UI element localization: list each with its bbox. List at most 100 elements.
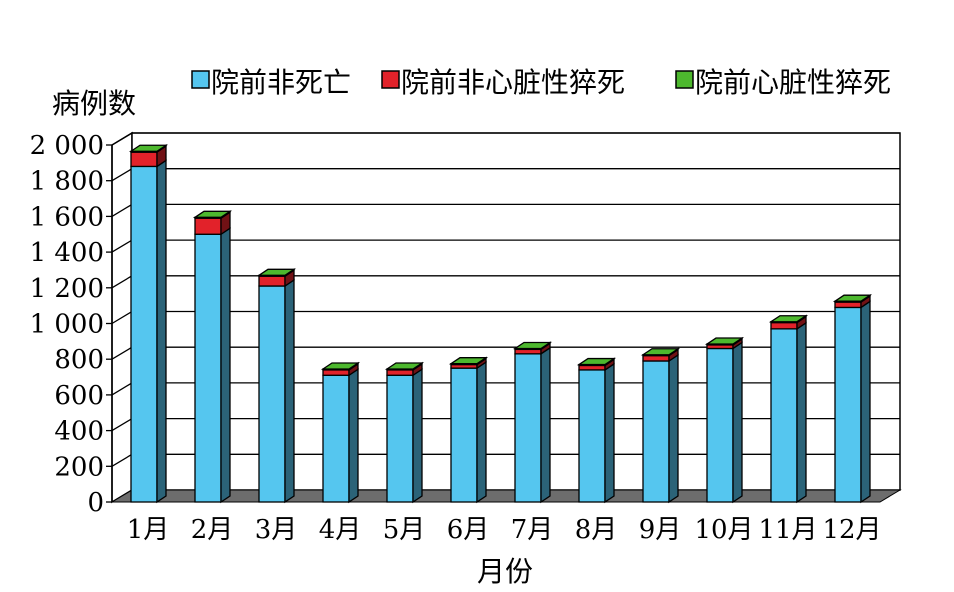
bar-front [386, 374, 414, 503]
y-tick-label: 1 000 [30, 310, 104, 340]
bar-1-12 [834, 300, 871, 504]
x-tick-label: 1月 [127, 515, 170, 545]
bar-front [258, 275, 286, 287]
y-tick-label: 400 [54, 417, 104, 447]
bars [128, 144, 873, 504]
bar-1-2 [194, 227, 231, 504]
legend-label-series-3: 院前心脏性猝死 [695, 66, 891, 99]
y-tick-label: 200 [54, 452, 104, 482]
bar-3-7 [512, 341, 553, 351]
bar-3-3 [256, 268, 297, 278]
y-tick-label: 1 600 [30, 202, 104, 232]
bar-1-11 [770, 321, 807, 504]
legend-swatch-series-2 [381, 70, 400, 89]
bar-front [706, 347, 734, 503]
legend-swatch-series-1 [191, 70, 210, 89]
y-tick-label: 0 [87, 488, 104, 518]
bar-3-2 [192, 210, 233, 220]
gridline [111, 132, 900, 146]
bar-front [642, 354, 670, 362]
y-tick-label: 1 800 [30, 167, 104, 197]
bar-front [130, 151, 158, 168]
floor [110, 489, 902, 503]
bar-3-1 [128, 144, 169, 154]
bar-front [514, 353, 542, 503]
bar-3-10 [704, 336, 745, 347]
y-tick-label: 600 [54, 381, 104, 411]
bar-1-3 [258, 278, 295, 504]
bar-2-2 [194, 210, 231, 236]
bar-side [412, 368, 423, 504]
bar-side [604, 362, 615, 504]
bar-top [384, 362, 425, 370]
bar-top [704, 337, 745, 345]
y-tick-label: 2 000 [30, 131, 104, 161]
y-tick-label: 1 200 [30, 274, 104, 304]
bar-top [320, 362, 361, 370]
x-tick-label: 9月 [639, 515, 682, 545]
bar-3-9 [640, 347, 681, 357]
x-tick-label: 11月 [758, 515, 817, 545]
bar-front [834, 306, 862, 503]
bar-1-8 [578, 362, 615, 504]
bar-front [130, 165, 158, 503]
x-tick-label: 2月 [191, 515, 234, 545]
bar-1-6 [450, 360, 487, 504]
bar-1-4 [322, 368, 359, 504]
bar-front [578, 369, 606, 503]
bar-3-11 [768, 314, 809, 324]
x-tick-label: 5月 [383, 515, 426, 545]
bar-side [284, 278, 295, 504]
x-tick-labels: 1月 2月 3月 4月 5月 6月 7月 8月 9月 10月 11月 12月 [127, 515, 882, 545]
bar-1-10 [706, 341, 743, 504]
bar-front [642, 360, 670, 503]
bar-front [194, 217, 222, 235]
bar-side [348, 368, 359, 504]
bar-top [768, 315, 809, 323]
bar-side [668, 353, 679, 504]
x-axis-title: 月份 [477, 555, 533, 588]
bar-1-9 [642, 353, 679, 504]
bar-side [796, 321, 807, 504]
bar-front [194, 233, 222, 503]
x-tick-label: 6月 [447, 515, 490, 545]
bar-front [578, 364, 606, 371]
bar-1-5 [386, 368, 423, 504]
bar-side [540, 346, 551, 504]
bar-front [514, 348, 542, 355]
legend: 院前非死亡 院前非心脏性猝死 院前心脏性猝死 [191, 66, 891, 99]
bar-3-8 [576, 357, 617, 367]
bar-side [476, 360, 487, 504]
y-tick-label: 800 [54, 345, 104, 375]
bar-top [448, 357, 489, 365]
bar-front [258, 285, 286, 503]
legend-swatch-series-3 [675, 70, 694, 89]
bar-front [770, 321, 798, 330]
x-tick-label: 8月 [575, 515, 618, 545]
bar-top [640, 348, 681, 356]
bar-2-5 [386, 362, 423, 377]
bar-3-5 [384, 361, 425, 372]
x-tick-label: 3月 [255, 515, 298, 545]
bar-front [770, 328, 798, 503]
legend-label-series-2: 院前非心脏性猝死 [401, 66, 625, 99]
x-tick-label: 4月 [319, 515, 362, 545]
bar-top [576, 357, 617, 366]
bar-3-12 [832, 293, 873, 304]
bar-front [834, 301, 862, 309]
bar-side [156, 159, 167, 504]
bar-front [322, 374, 350, 503]
bar-side [732, 341, 743, 504]
bar-1-1 [130, 159, 167, 504]
bar-top [832, 294, 873, 302]
x-tick-label: 10月 [694, 515, 753, 545]
y-tick-label: 1 400 [30, 238, 104, 268]
x-tick-label: 12月 [822, 515, 881, 545]
bar-1-7 [514, 346, 551, 504]
bar-top [256, 268, 297, 276]
y-tick-labels: 0 200 400 600 800 1 000 1 200 1 400 1 600 1 800 2 … [30, 131, 113, 518]
bar-side [860, 300, 871, 504]
bar-top [192, 210, 233, 218]
bar-side [220, 227, 231, 504]
